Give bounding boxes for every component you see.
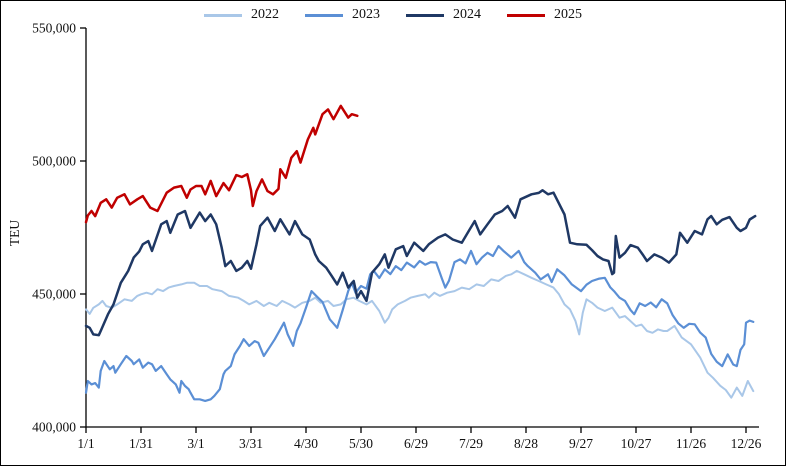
series-line-2023: [84, 245, 755, 402]
legend-item-2023: 2023: [305, 8, 380, 22]
y-tick-label: 450,000: [32, 287, 76, 302]
x-tick-label: 11/26: [676, 436, 706, 451]
series-line-2025: [84, 104, 359, 224]
axes: [85, 28, 759, 428]
legend-swatch-2024: [406, 13, 444, 17]
x-tick-label: 12/26: [731, 436, 762, 451]
x-tick-label: 8/28: [514, 436, 538, 451]
legend-label-2022: 2022: [251, 7, 279, 22]
legend-item-2022: 2022: [204, 8, 279, 22]
legend: 2022 2023 2024 2025: [1, 8, 785, 22]
legend-swatch-2023: [305, 13, 343, 17]
y-tick-label: 500,000: [32, 154, 76, 169]
series-line-2022: [85, 269, 755, 399]
x-tick-label: 6/29: [404, 436, 428, 451]
y-tick-label: 400,000: [32, 420, 76, 435]
x-tick-label: 10/27: [621, 436, 652, 451]
legend-label-2023: 2023: [352, 7, 380, 22]
x-tick-label: 4/30: [294, 436, 318, 451]
x-tick-label: 3/1: [187, 436, 204, 451]
x-tick-label: 1/31: [129, 436, 153, 451]
y-tick-label: 550,000: [32, 21, 76, 36]
legend-item-2024: 2024: [406, 8, 481, 22]
x-tick-label: 9/27: [569, 436, 593, 451]
x-tick-label: 5/30: [349, 436, 373, 451]
x-tick-label: 1/1: [77, 436, 94, 451]
legend-label-2024: 2024: [453, 7, 481, 22]
legend-item-2025: 2025: [507, 8, 582, 22]
series-line-2024: [84, 189, 757, 337]
legend-label-2025: 2025: [554, 7, 582, 22]
y-axis-title: TEU: [7, 220, 22, 246]
legend-swatch-2025: [507, 13, 545, 17]
x-tick-label: 7/29: [459, 436, 483, 451]
legend-swatch-2022: [204, 13, 242, 17]
x-tick-label: 3/31: [239, 436, 263, 451]
